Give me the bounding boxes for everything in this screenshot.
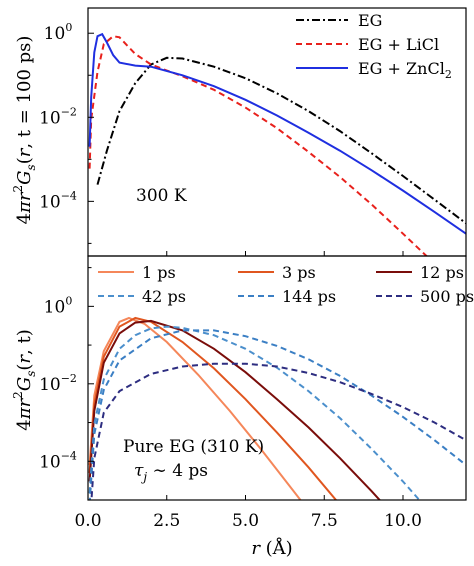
bottom-y-tick-mantissa: 10 — [39, 452, 61, 472]
top-y-tick-mantissa: 10 — [39, 108, 61, 128]
top-legend-label-2: EG + ZnCl2 — [358, 59, 452, 81]
bottom-y-axis-label: 4πr2Gs(r, t) — [11, 329, 38, 430]
ylabel-part: G — [14, 170, 35, 184]
bottom-x-tick-labels: 0.0 2.5 5.0 7.5 10.0 — [74, 511, 421, 531]
ylabel-part: r — [14, 191, 35, 201]
bottom-series-line-2 — [88, 319, 382, 500]
ylabel-part: s — [24, 371, 38, 377]
bottom-axes-frame — [87, 255, 467, 501]
legend-part: 2 — [445, 68, 452, 81]
x-tick-label: 10.0 — [384, 511, 422, 531]
bottom-legend-label-4: 144 ps — [282, 287, 336, 306]
xlabel-part: (Å) — [260, 537, 293, 559]
bottom-legend-label-3: 42 ps — [142, 287, 186, 306]
bottom-y-tick-label-0: 100 — [44, 294, 73, 317]
ylabel-part: π — [14, 406, 35, 420]
top-y-tick-exponent: 0 — [65, 21, 72, 34]
xlabel-part: r — [251, 538, 261, 559]
annotation-part: τ — [134, 461, 144, 481]
bottom-series-line-5 — [90, 362, 466, 500]
bottom-y-tick-exponent: −4 — [61, 449, 77, 462]
top-y-axis-label: 4πr2Gs(r, t = 100 ps) — [11, 36, 38, 225]
bottom-y-tick-mantissa: 10 — [39, 375, 61, 395]
top-y-tick-label-2: 10−4 — [39, 189, 77, 212]
bottom-annotation: Pure EG (310 K) — [123, 437, 264, 457]
ylabel-part: 2 — [11, 185, 25, 193]
ylabel-part: ( — [14, 157, 35, 164]
ylabel-part: , t) — [14, 329, 35, 355]
top-y-tick-exponent: −4 — [61, 189, 77, 202]
x-tick-label: 0.0 — [74, 511, 101, 531]
top-legend-label-0: EG — [358, 11, 382, 30]
bottom-y-tick-exponent: 0 — [65, 294, 72, 307]
bottom-annotation-tau: τj ∼ 4 ps — [134, 461, 208, 484]
top-y-tick-label-0: 100 — [44, 21, 73, 44]
ylabel-part: 2 — [11, 391, 25, 399]
bottom-legend: 1 ps 3 ps 12 ps 42 ps 144 ps 500 ps — [98, 263, 474, 306]
bottom-series-group — [88, 316, 466, 500]
x-tick-label: 5.0 — [232, 511, 259, 531]
top-y-tick-mantissa: 10 — [44, 24, 66, 44]
top-series-line-2 — [88, 32, 466, 235]
x-tick-label: 2.5 — [153, 511, 180, 531]
legend-part: EG + LiCl — [358, 35, 439, 54]
bottom-series-line-1 — [88, 316, 338, 500]
legend-part: EG + ZnCl — [358, 59, 445, 78]
bottom-series-line-3 — [88, 325, 421, 500]
bottom-ticks — [87, 267, 404, 501]
annotation-part: j — [140, 470, 147, 484]
bottom-y-tick-label-1: 10−2 — [39, 372, 77, 395]
x-axis-label: r (Å) — [251, 537, 292, 559]
x-tick-label: 7.5 — [311, 511, 338, 531]
bottom-legend-label-0: 1 ps — [142, 263, 176, 282]
annotation-part: ∼ 4 ps — [147, 461, 208, 481]
ylabel-part: s — [24, 164, 38, 170]
top-ticks — [87, 32, 404, 256]
top-series-line-0 — [96, 56, 466, 225]
ylabel-part: r — [14, 147, 35, 157]
top-annotation: 300 K — [136, 186, 187, 206]
ylabel-part: G — [14, 377, 35, 391]
legend-part: EG — [358, 11, 382, 30]
bottom-legend-label-1: 3 ps — [282, 263, 316, 282]
bottom-series-line-4 — [88, 329, 466, 500]
bottom-y-tick-mantissa: 10 — [44, 297, 66, 317]
ylabel-part: π — [14, 200, 35, 214]
ylabel-part: 4 — [14, 213, 35, 224]
ylabel-part: 4 — [14, 419, 35, 430]
ylabel-part: r — [14, 397, 35, 407]
bottom-legend-label-5: 500 ps — [420, 287, 474, 306]
top-legend: EG EG + LiCl EG + ZnCl2 — [296, 11, 452, 81]
top-series-group — [88, 32, 466, 256]
bottom-legend-label-2: 12 ps — [420, 263, 464, 282]
top-legend-label-1: EG + LiCl — [358, 35, 439, 54]
bottom-y-tick-exponent: −2 — [61, 372, 77, 385]
ylabel-part: ( — [14, 364, 35, 371]
ylabel-part: r — [14, 354, 35, 364]
top-y-tick-label-1: 10−2 — [39, 105, 77, 128]
bottom-y-tick-label-2: 10−4 — [39, 449, 77, 472]
top-y-tick-exponent: −2 — [61, 105, 77, 118]
top-y-tick-mantissa: 10 — [39, 192, 61, 212]
ylabel-part: , t = 100 ps) — [14, 36, 35, 149]
bottom-series-line-0 — [88, 316, 302, 500]
